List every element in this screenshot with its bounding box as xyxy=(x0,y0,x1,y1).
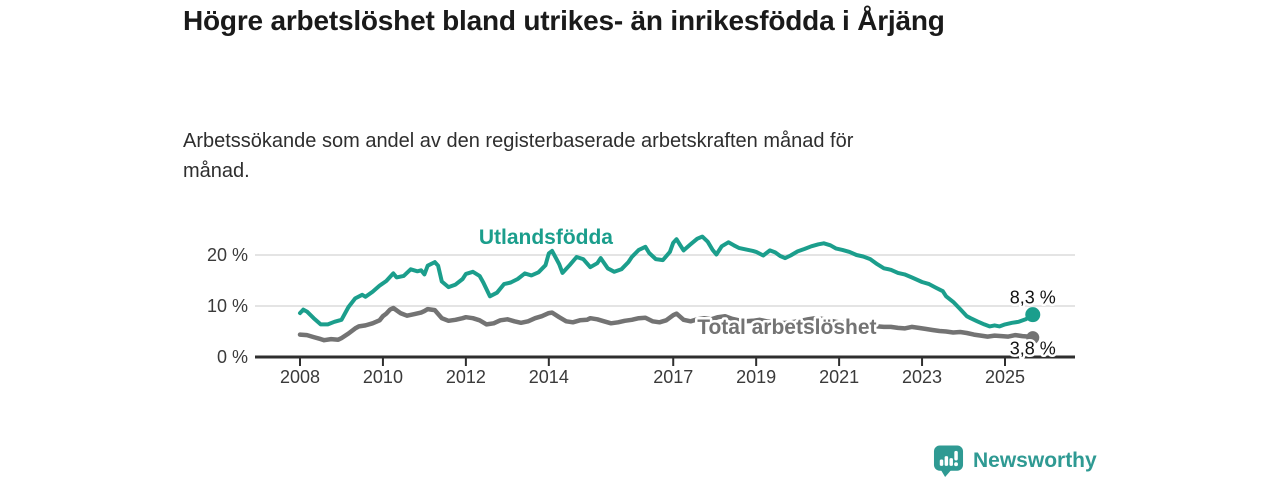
series-line-utlandsfodda xyxy=(298,234,1035,329)
x-tick-label: 2012 xyxy=(446,367,486,387)
x-tick-label: 2021 xyxy=(819,367,859,387)
newsworthy-logo: Newsworthy xyxy=(933,444,1097,478)
x-tick-label: 2025 xyxy=(985,367,1025,387)
x-tick-label: 2008 xyxy=(280,367,320,387)
end-value-label: 8,3 % xyxy=(1010,288,1056,308)
newsworthy-logo-icon xyxy=(933,445,964,477)
end-value-label: 3,8 % xyxy=(1010,339,1056,359)
series-line-total-arbetsloshet xyxy=(297,305,1036,343)
y-tick-label: 0 % xyxy=(217,347,248,367)
y-tick-label: 20 % xyxy=(207,245,248,265)
chart-title: Högre arbetslöshet bland utrikes- än inr… xyxy=(183,5,945,36)
x-tick-label: 2010 xyxy=(363,367,403,387)
end-dot xyxy=(1025,307,1041,323)
x-tick-label: 2019 xyxy=(736,367,776,387)
chart-subtitle: Arbetssökande som andel av den registerb… xyxy=(183,130,854,182)
x-tick-label: 2014 xyxy=(529,367,569,387)
newsworthy-logo-text: Newsworthy xyxy=(973,449,1097,472)
end-dot xyxy=(1026,331,1040,345)
series-label-total-arbetsloshet: Total arbetslöshet xyxy=(697,316,876,339)
y-tick-label: 10 % xyxy=(207,296,248,316)
x-tick-label: 2017 xyxy=(653,367,693,387)
x-tick-label: 2023 xyxy=(902,367,942,387)
series-label-utlandsfodda: Utlandsfödda xyxy=(479,226,613,249)
